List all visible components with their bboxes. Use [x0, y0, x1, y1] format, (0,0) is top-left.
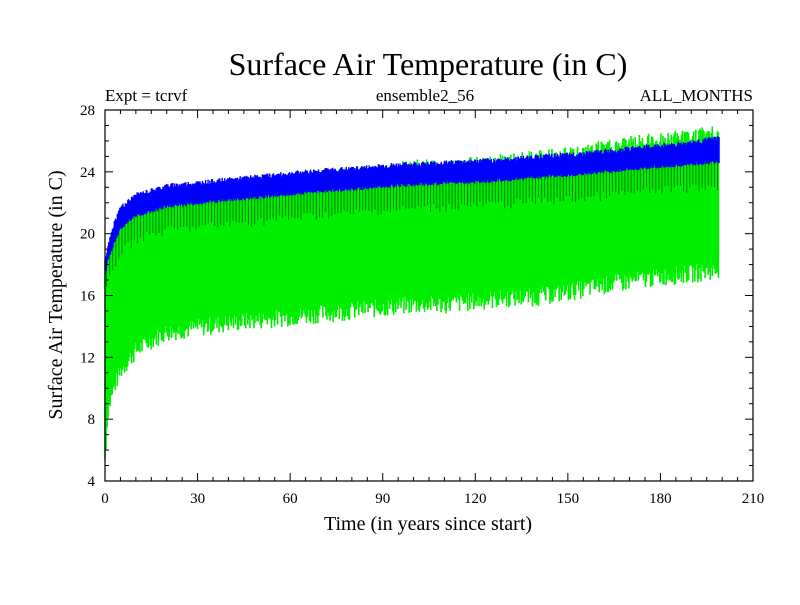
y-axis-label: Surface Air Temperature (in C) [45, 170, 67, 419]
y-tick-label: 16 [80, 289, 96, 305]
subtitle-center: ensemble2_56 [376, 86, 474, 105]
x-tick-label: 60 [283, 491, 298, 507]
chart-title: Surface Air Temperature (in C) [229, 46, 628, 82]
x-tick-label: 150 [557, 491, 580, 507]
subtitle-left: Expt = tcrvf [105, 86, 188, 105]
data-layer [104, 126, 720, 460]
subtitle-right: ALL_MONTHS [640, 86, 753, 105]
x-tick-label: 90 [375, 491, 390, 507]
tick-layer: 0 30 60 90 120 150 180 210 4 8 12 16 20 24 28 [80, 103, 764, 507]
green-series-dips [106, 159, 719, 287]
y-tick-label: 20 [80, 227, 95, 243]
y-tick-label: 24 [80, 165, 96, 181]
x-tick-label: 30 [190, 491, 205, 507]
x-tick-label: 210 [742, 491, 765, 507]
x-tick-label: 120 [464, 491, 487, 507]
plot-frame [104, 109, 754, 482]
x-tick-label: 0 [101, 491, 109, 507]
x-tick-label: 180 [649, 491, 672, 507]
y-tick-label: 8 [88, 412, 96, 428]
y-tick-label: 12 [80, 350, 95, 366]
y-tick-label: 28 [80, 103, 95, 119]
y-tick-label: 4 [88, 474, 96, 490]
x-axis-label: Time (in years since start) [324, 513, 532, 535]
